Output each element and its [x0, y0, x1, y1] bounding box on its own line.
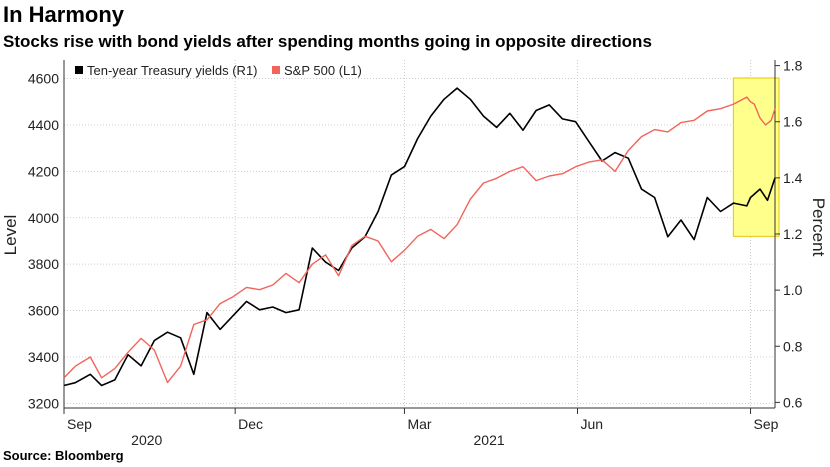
- right-tick-label: 1.4: [783, 170, 803, 186]
- legend: Ten-year Treasury yields (R1) S&P 500 (L…: [75, 63, 362, 78]
- legend-swatch-yield: [75, 66, 83, 74]
- left-tick-label: 3200: [28, 395, 59, 411]
- x-tick-label: Jun: [581, 416, 604, 432]
- x-tick-label: Dec: [238, 416, 263, 432]
- left-tick-label: 3400: [28, 349, 59, 365]
- left-tick-label: 4200: [28, 163, 59, 179]
- highlight-box: [732, 77, 780, 237]
- x-tick-label: Sep: [754, 416, 779, 432]
- left-axis-label: Level: [1, 215, 20, 256]
- left-tick-label: 4600: [28, 71, 59, 87]
- right-tick-label: 1.2: [783, 226, 803, 242]
- axes: 3200 3400 3600 3800 4000 4200 4400 4600 0.6 0.8 1.…: [28, 58, 803, 448]
- chart-title: In Harmony: [3, 2, 125, 27]
- left-tick-label: 3600: [28, 303, 59, 319]
- right-tick-label: 0.6: [783, 394, 803, 410]
- source-note: Source: Bloomberg: [3, 448, 124, 463]
- left-tick-label: 3800: [28, 256, 59, 272]
- right-tick-label: 0.8: [783, 338, 803, 354]
- right-axis-label: Percent: [809, 198, 828, 257]
- right-tick-label: 1.6: [783, 114, 803, 130]
- legend-swatch-sp500: [272, 66, 280, 74]
- x-year-label: 2021: [474, 432, 505, 448]
- legend-label-sp500: S&P 500 (L1): [284, 63, 362, 78]
- x-tick-label: Sep: [67, 416, 92, 432]
- legend-label-yield: Ten-year Treasury yields (R1): [87, 63, 258, 78]
- chart-subtitle: Stocks rise with bond yields after spend…: [3, 32, 652, 51]
- x-tick-label: Mar: [407, 416, 431, 432]
- gridlines: [63, 60, 775, 408]
- left-tick-label: 4400: [28, 117, 59, 133]
- right-tick-label: 1.0: [783, 282, 803, 298]
- sp500-series-line: [63, 96, 776, 384]
- left-tick-label: 4000: [28, 210, 59, 226]
- right-tick-label: 1.8: [783, 58, 803, 74]
- series-lines: [63, 87, 776, 387]
- x-year-label: 2020: [131, 432, 162, 448]
- yield-series-line: [63, 87, 776, 387]
